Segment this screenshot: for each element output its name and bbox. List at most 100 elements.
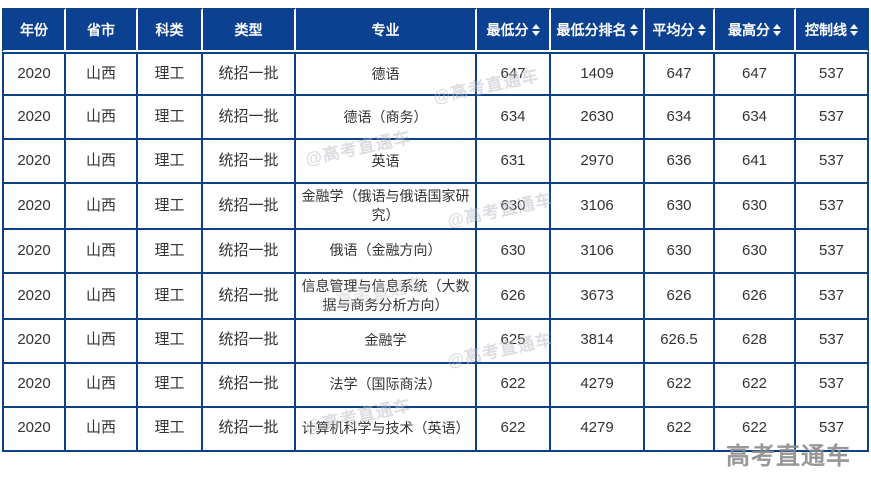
cell-control-line: 537	[796, 96, 869, 140]
sort-asc-arrow-icon	[531, 24, 540, 29]
sort-asc-arrow-icon	[697, 24, 706, 29]
column-header-avg-score[interactable]: 平均分	[645, 8, 715, 52]
cell-year: 2020	[2, 407, 66, 452]
cell-max-score: 630	[715, 184, 796, 230]
cell-type: 统招一批	[203, 319, 296, 364]
cell-major: 金融学	[296, 319, 477, 364]
cell-control-line: 537	[796, 184, 869, 230]
sort-icon[interactable]	[697, 24, 706, 36]
cell-type: 统招一批	[203, 363, 296, 408]
table-row: 2020 山西 理工 统招一批 金融学 625 3814 626.5 628 537	[2, 319, 869, 364]
cell-min-score: 622	[477, 363, 551, 408]
cell-control-line: 537	[796, 52, 869, 96]
cell-subject-category: 理工	[138, 52, 203, 96]
cell-year: 2020	[2, 363, 66, 408]
sort-asc-arrow-icon	[773, 24, 781, 29]
cell-avg-score: 622	[645, 407, 715, 452]
table-row: 2020 山西 理工 统招一批 德语（商务） 634 2630 634 634 537	[2, 96, 869, 140]
column-header-content: 最低分	[479, 20, 547, 40]
column-header-type: 类型	[203, 8, 296, 52]
cell-province: 山西	[66, 184, 138, 230]
cell-province: 山西	[66, 96, 138, 140]
table-row: 2020 山西 理工 统招一批 德语 647 1409 647 647 537	[2, 52, 869, 96]
cell-subject-category: 理工	[138, 96, 203, 140]
cell-province: 山西	[66, 319, 138, 364]
cell-avg-score: 634	[645, 96, 715, 140]
column-header-min-score-rank[interactable]: 最低分排名	[551, 8, 645, 52]
cell-min-score: 622	[477, 407, 551, 452]
cell-max-score: 622	[715, 407, 796, 452]
cell-subject-category: 理工	[138, 273, 203, 320]
column-header-content: 年份	[6, 20, 62, 40]
cell-avg-score: 622	[645, 363, 715, 408]
cell-max-score: 622	[715, 363, 796, 408]
cell-major: 计算机科学与技术（英语）	[296, 407, 477, 452]
column-header-content: 最高分	[717, 20, 792, 40]
cell-min-score-rank: 1409	[551, 52, 645, 96]
cell-min-score-rank: 3106	[551, 184, 645, 230]
column-label-min-score-rank: 最低分排名	[556, 22, 627, 38]
sort-desc-arrow-icon	[629, 31, 638, 36]
column-label-subject-category: 科类	[155, 22, 184, 38]
cell-avg-score: 647	[645, 52, 715, 96]
cell-subject-category: 理工	[138, 363, 203, 408]
column-label-max-score: 最高分	[728, 22, 770, 38]
cell-subject-category: 理工	[138, 229, 203, 274]
cell-major: 德语	[296, 52, 477, 96]
sort-icon[interactable]	[850, 24, 858, 36]
cell-major: 法学（国际商法）	[296, 363, 477, 408]
cell-max-score: 641	[715, 140, 796, 184]
cell-avg-score: 636	[645, 140, 715, 184]
cell-type: 统招一批	[203, 52, 296, 96]
cell-max-score: 630	[715, 229, 796, 274]
cell-max-score: 628	[715, 319, 796, 364]
table-row: 2020 山西 理工 统招一批 法学（国际商法） 622 4279 622 622 537	[2, 363, 869, 408]
column-header-content: 最低分排名	[553, 20, 641, 40]
cell-subject-category: 理工	[138, 407, 203, 452]
cell-year: 2020	[2, 319, 66, 364]
cell-min-score-rank: 2970	[551, 140, 645, 184]
column-label-year: 年份	[20, 22, 48, 38]
column-header-min-score[interactable]: 最低分	[477, 8, 551, 52]
cell-min-score: 647	[477, 52, 551, 96]
cell-avg-score: 630	[645, 184, 715, 230]
column-label-min-score: 最低分	[486, 22, 529, 38]
sort-asc-arrow-icon	[850, 24, 858, 29]
cell-year: 2020	[2, 140, 66, 184]
cell-major: 信息管理与信息系统（大数据与商务分析方向）	[296, 273, 477, 320]
cell-max-score: 634	[715, 96, 796, 140]
cell-min-score-rank: 3673	[551, 273, 645, 320]
cell-major: 金融学（俄语与俄语国家研究）	[296, 184, 477, 230]
cell-year: 2020	[2, 229, 66, 274]
cell-max-score: 647	[715, 52, 796, 96]
sort-icon[interactable]	[531, 24, 540, 36]
cell-type: 统招一批	[203, 140, 296, 184]
column-header-content: 科类	[140, 20, 199, 40]
column-label-province: 省市	[87, 22, 115, 38]
cell-control-line: 537	[796, 140, 869, 184]
cell-avg-score: 626	[645, 273, 715, 320]
column-header-content: 专业	[298, 20, 473, 40]
cell-year: 2020	[2, 52, 66, 96]
cell-major: 俄语（金融方向）	[296, 229, 477, 274]
column-label-control-line: 控制线	[805, 22, 847, 38]
sort-desc-arrow-icon	[697, 31, 706, 36]
column-label-avg-score: 平均分	[652, 22, 695, 38]
sort-desc-arrow-icon	[850, 31, 858, 36]
cell-subject-category: 理工	[138, 140, 203, 184]
sort-icon[interactable]	[773, 24, 781, 36]
column-header-control-line[interactable]: 控制线	[796, 8, 869, 52]
cell-min-score: 626	[477, 273, 551, 320]
cell-control-line: 537	[796, 407, 869, 452]
cell-max-score: 626	[715, 273, 796, 320]
cell-control-line: 537	[796, 229, 869, 274]
sort-icon[interactable]	[629, 24, 638, 36]
cell-province: 山西	[66, 229, 138, 274]
cell-major: 英语	[296, 140, 477, 184]
column-header-max-score[interactable]: 最高分	[715, 8, 796, 52]
sort-asc-arrow-icon	[629, 24, 638, 29]
table-row: 2020 山西 理工 统招一批 信息管理与信息系统（大数据与商务分析方向） 626 3673…	[2, 273, 869, 320]
column-header-content: 控制线	[798, 20, 865, 40]
table-body: 2020 山西 理工 统招一批 德语 647 1409 647 647 537 2020 山西 理工 统招…	[2, 52, 869, 452]
cell-control-line: 537	[796, 363, 869, 408]
